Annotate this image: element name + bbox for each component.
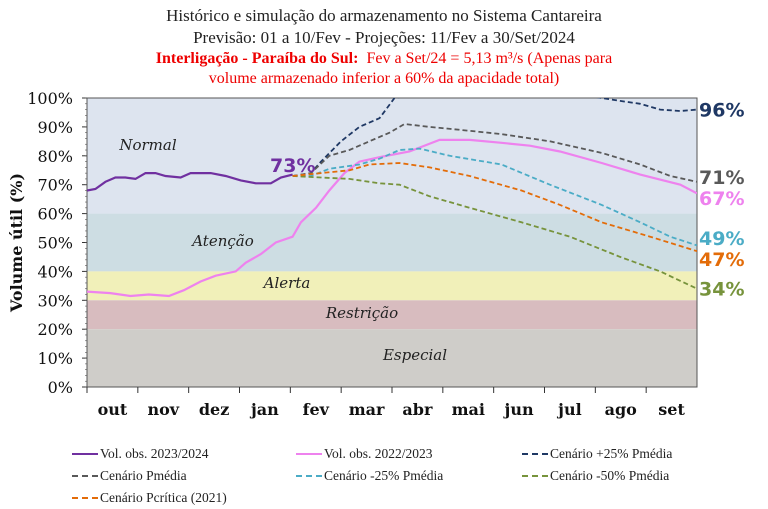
x-tick-label: dez (199, 400, 229, 419)
legend-swatch (72, 497, 98, 499)
legend-swatch (522, 475, 548, 477)
x-tick-label: jun (503, 400, 534, 419)
y-tick-label: 90% (37, 118, 73, 137)
legend-item: Cenário Pcrítica (2021) (72, 490, 227, 506)
x-tick-label: out (98, 400, 128, 419)
legend-swatch (72, 475, 98, 477)
series-line-1 (87, 138, 697, 298)
end-label: 96% (699, 100, 744, 122)
y-tick-label: 10% (37, 349, 73, 368)
legend-label: Cenário +25% Pmédia (550, 446, 673, 461)
legend-item: Cenário -25% Pmédia (296, 468, 443, 484)
legend-swatch (522, 453, 548, 455)
y-tick-label: 60% (37, 205, 73, 224)
series-line-3 (292, 123, 697, 183)
series-line-6 (292, 162, 697, 253)
x-tick-label: abr (402, 400, 433, 419)
legend-swatch (296, 475, 322, 477)
zone-label: Alerta (262, 274, 311, 292)
legend-swatch (72, 453, 98, 455)
legend-item: Cenário Pmédia (72, 468, 187, 484)
y-axis-label: Volume útil (%) (7, 173, 26, 313)
y-tick-label: 0% (48, 378, 73, 397)
end-label: 34% (699, 279, 744, 301)
chart-note: Interligação - Paraíba do Sul: Fev a Set… (0, 50, 768, 68)
legend-swatch (296, 453, 322, 455)
legend-label: Cenário Pmédia (100, 468, 187, 483)
legend-label: Vol. obs. 2022/2023 (324, 446, 433, 461)
end-label: 67% (699, 188, 744, 210)
y-tick-label: 20% (37, 320, 73, 339)
legend-label: Vol. obs. 2023/2024 (100, 446, 209, 461)
y-tick-label: 80% (37, 147, 73, 166)
zone-3 (87, 300, 697, 330)
end-label: 49% (699, 228, 744, 250)
zone-4 (87, 329, 697, 387)
note-bold: Interligação - Paraíba do Sul: (155, 50, 359, 67)
zone-2 (87, 271, 697, 301)
series-line-5 (292, 175, 697, 290)
legend-item: Vol. obs. 2023/2024 (72, 446, 209, 462)
legend-item: Vol. obs. 2022/2023 (296, 446, 433, 462)
start-label: 73% (270, 155, 315, 177)
legend-label: Cenário -50% Pmédia (550, 468, 670, 483)
series-line-2 (292, 98, 697, 177)
legend-label: Cenário Pcrítica (2021) (100, 490, 227, 505)
chart-subtitle: Previsão: 01 a 10/Fev - Projeções: 11/Fe… (193, 28, 575, 47)
x-tick-label: fev (303, 400, 330, 419)
series-line-0 (87, 172, 293, 192)
y-tick-label: 30% (37, 291, 73, 310)
y-tick-label: 50% (37, 234, 73, 253)
zone-label: Normal (118, 136, 176, 154)
x-tick-label: nov (147, 400, 179, 419)
x-tick-label: mai (452, 400, 485, 419)
y-tick-label: 100% (27, 89, 73, 108)
x-tick-label: mar (349, 400, 385, 419)
end-label: 47% (699, 249, 744, 271)
zone-label: Especial (382, 346, 447, 364)
zone-label: Atenção (190, 232, 254, 250)
legend-item: Cenário +25% Pmédia (522, 446, 672, 462)
zone-label: Restrição (325, 304, 398, 322)
y-tick-label: 40% (37, 262, 73, 281)
series-group (87, 98, 697, 298)
legend-label: Cenário -25% Pmédia (324, 468, 444, 483)
zone-1 (87, 213, 697, 272)
x-tick-label: ago (605, 400, 638, 419)
y-tick-label: 70% (37, 176, 73, 195)
x-tick-label: jul (556, 400, 582, 419)
end-label: 71% (699, 167, 744, 189)
series-line-4 (292, 147, 697, 247)
note-text: Fev a Set/24 = 5,13 m³/s (Apenas para (366, 50, 613, 67)
chart-note-line2: volume armazenado inferior a 60% da apac… (208, 70, 560, 87)
x-tick-label: jan (249, 400, 279, 419)
chart-title: Histórico e simulação do armazenamento n… (166, 6, 602, 25)
x-tick-label: set (658, 400, 685, 419)
legend-item: Cenário -50% Pmédia (522, 468, 669, 484)
